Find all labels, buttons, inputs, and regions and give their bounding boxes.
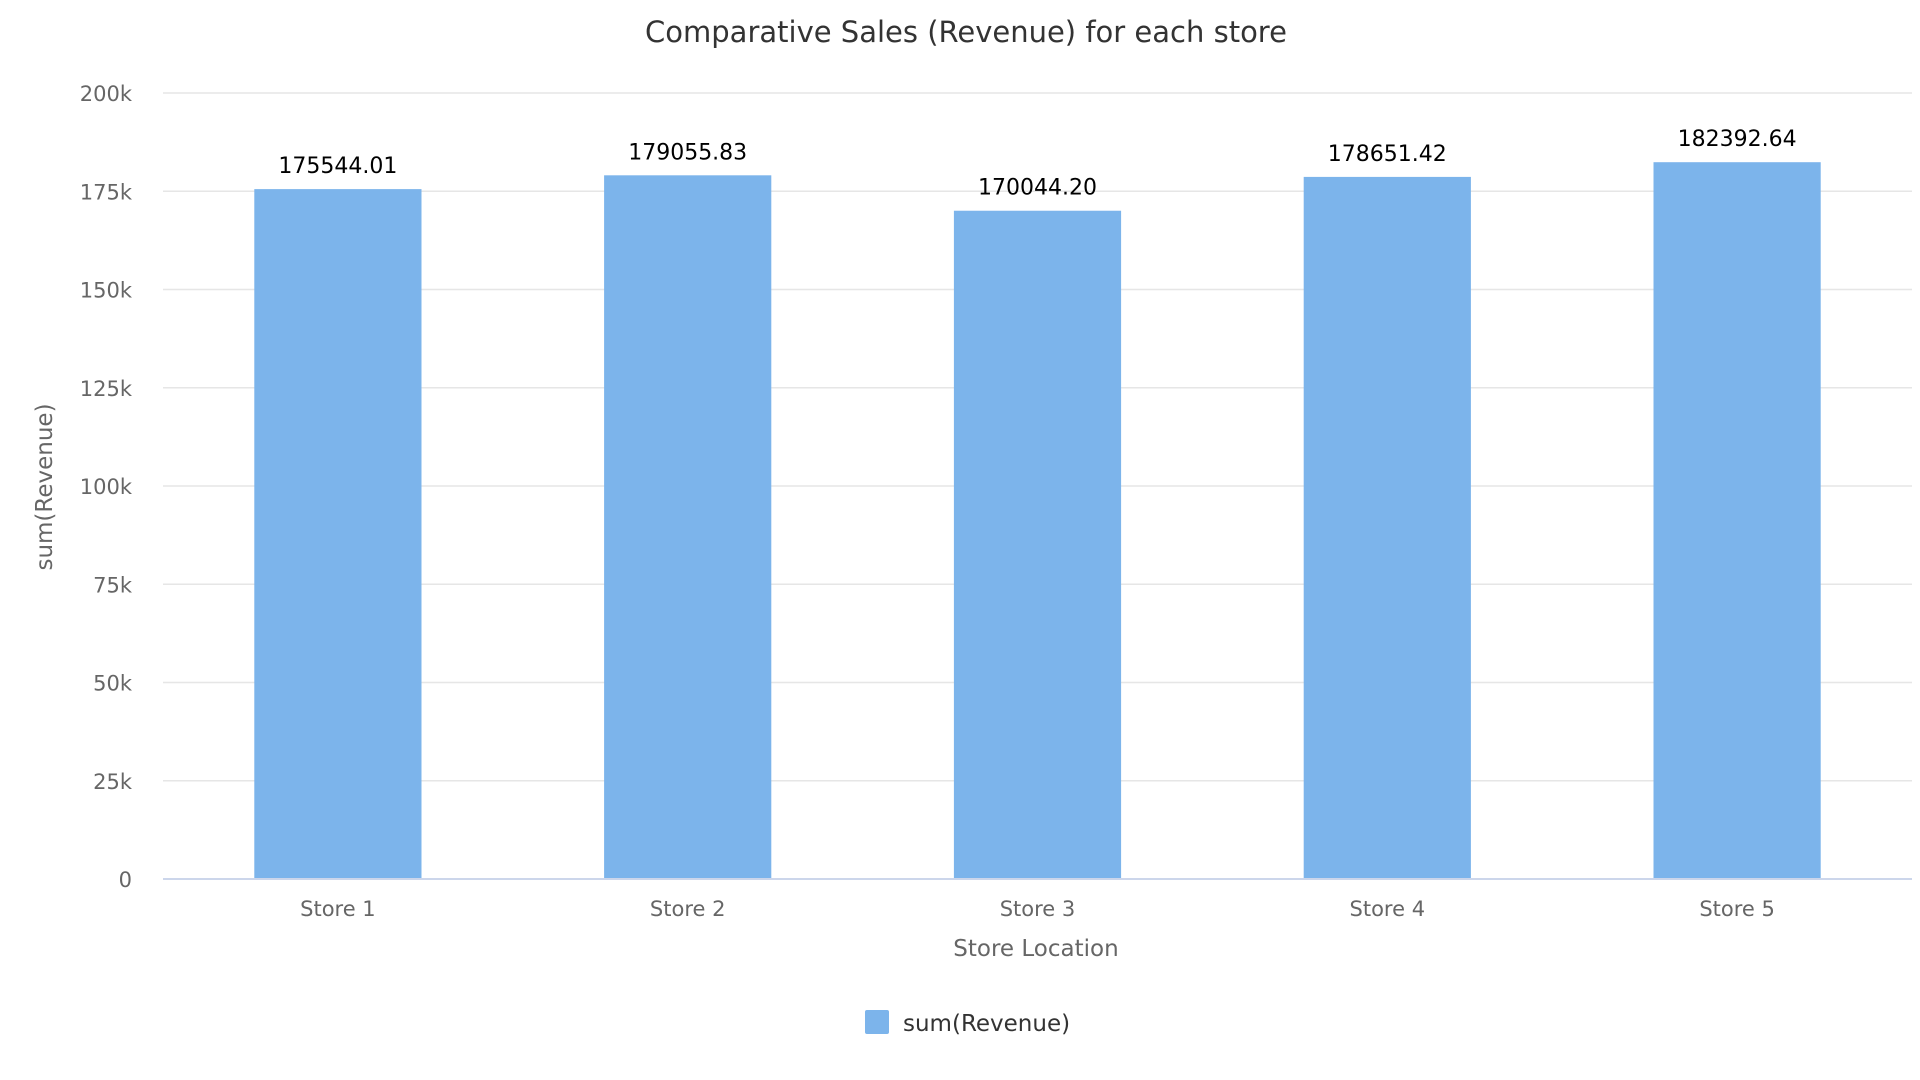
y-tick-label: 200k <box>80 82 133 106</box>
bar[interactable] <box>604 175 772 879</box>
bar[interactable] <box>254 189 422 879</box>
bar[interactable] <box>1303 176 1471 880</box>
y-tick-label: 125k <box>80 377 133 401</box>
y-tick-label: 150k <box>80 279 133 303</box>
bar[interactable] <box>1653 162 1821 880</box>
y-axis-title: sum(Revenue) <box>32 403 58 570</box>
data-label: 178651.42 <box>1328 142 1447 167</box>
y-axis-ticks: 0 25k 50k 75k 100k 125k 150k 175k 200k <box>80 82 133 892</box>
bars <box>254 162 1821 880</box>
data-label: 175544.01 <box>278 154 397 179</box>
x-axis-ticks: Store 1 Store 2 Store 3 Store 4 Store 5 <box>300 897 1775 921</box>
x-tick-label: Store 3 <box>1000 897 1076 921</box>
data-label: 179055.83 <box>628 140 747 165</box>
legend-label[interactable]: sum(Revenue) <box>903 1011 1070 1037</box>
x-tick-label: Store 2 <box>650 897 726 921</box>
y-tick-label: 100k <box>80 475 133 499</box>
x-tick-label: Store 5 <box>1699 897 1775 921</box>
legend-swatch[interactable] <box>865 1010 889 1034</box>
data-labels: 175544.01 179055.83 170044.20 178651.42 1823… <box>278 127 1796 201</box>
x-tick-label: Store 1 <box>300 897 376 921</box>
y-tick-label: 0 <box>119 868 132 892</box>
data-label: 182392.64 <box>1678 127 1797 152</box>
y-tick-label: 50k <box>93 672 133 696</box>
x-axis-title: Store Location <box>953 936 1118 962</box>
data-label: 170044.20 <box>978 176 1097 201</box>
x-tick-label: Store 4 <box>1350 897 1426 921</box>
y-tick-label: 175k <box>80 180 133 204</box>
bar[interactable] <box>953 210 1122 879</box>
y-tick-label: 75k <box>93 573 133 597</box>
chart-title: Comparative Sales (Revenue) for each sto… <box>645 15 1287 49</box>
y-tick-label: 25k <box>93 770 133 794</box>
legend[interactable]: sum(Revenue) <box>865 1010 1070 1037</box>
